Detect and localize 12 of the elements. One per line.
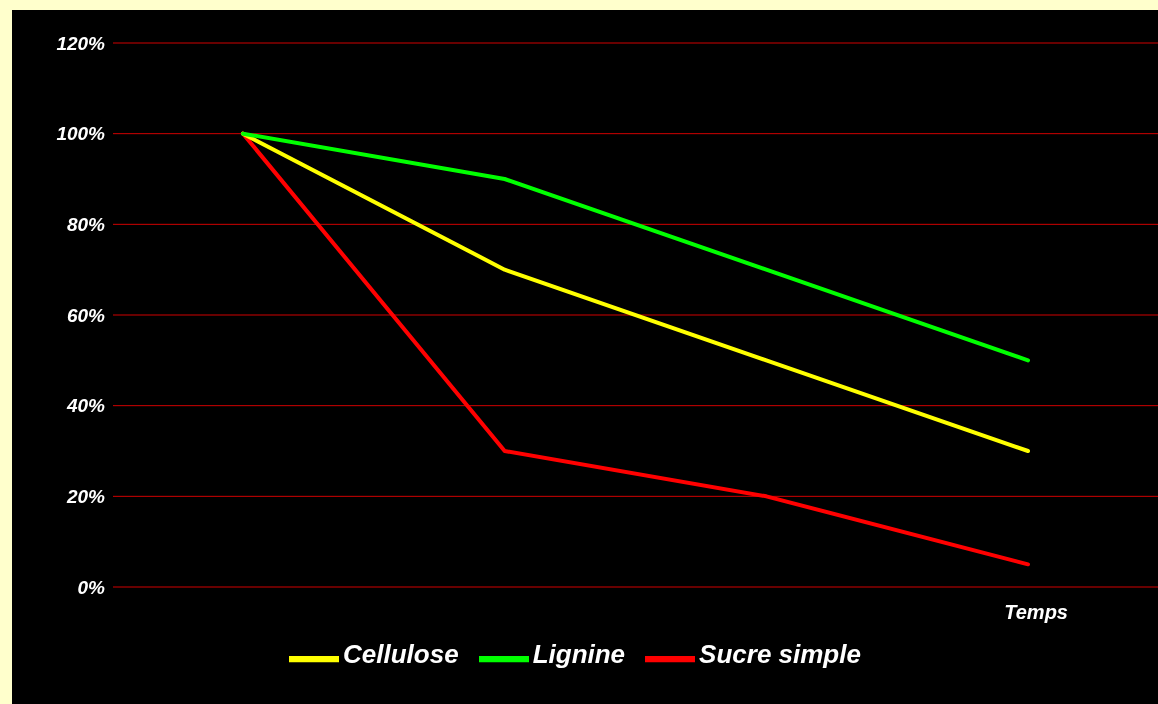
- legend-label: Sucre simple: [699, 638, 861, 669]
- legend-label: Lignine: [532, 638, 626, 669]
- x-axis-title: Temps: [1004, 601, 1068, 623]
- y-tick-label: 60%: [66, 304, 106, 326]
- y-tick-label: 120%: [56, 32, 106, 54]
- legend-label: Cellulose: [343, 638, 459, 669]
- line-series: [241, 131, 1030, 363]
- y-tick-label: 0%: [77, 576, 106, 598]
- y-tick-label: 40%: [65, 395, 106, 417]
- y-tick-label: 20%: [65, 486, 106, 508]
- y-tick-label: 100%: [56, 123, 106, 145]
- y-tick-label: 80%: [66, 214, 106, 236]
